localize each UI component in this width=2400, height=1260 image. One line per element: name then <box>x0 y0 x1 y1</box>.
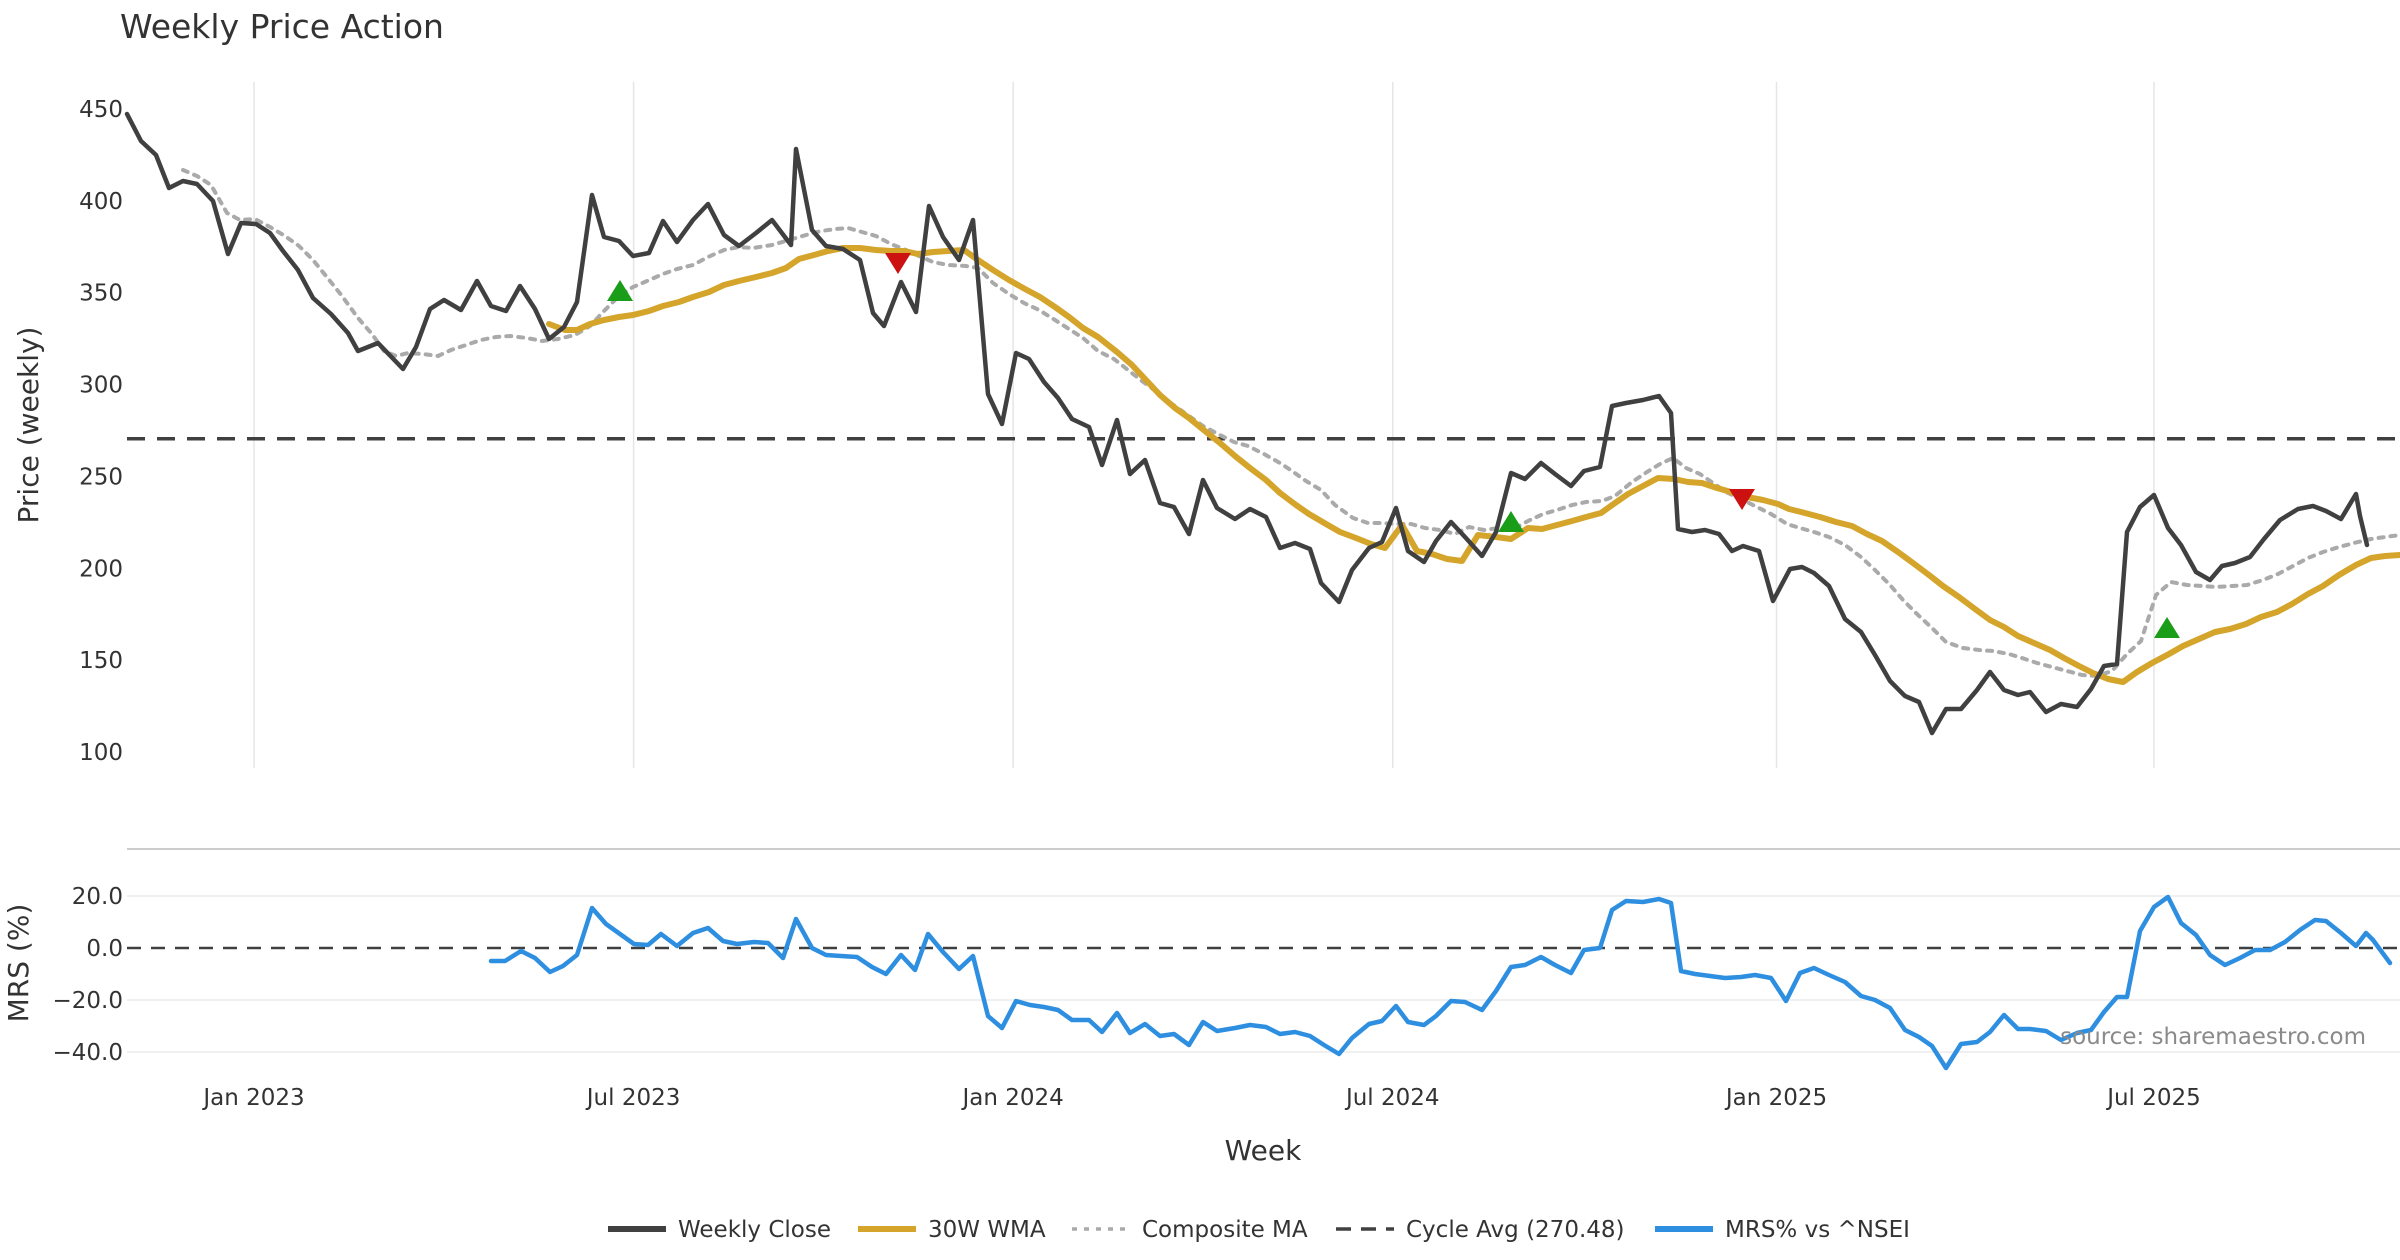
composite-ma-line <box>181 168 2400 678</box>
mrs-y-tick-label: 20.0 <box>72 884 123 910</box>
sell-signal-marker <box>1729 489 1755 510</box>
price-y-tick-label: 150 <box>79 648 123 674</box>
buy-signal-marker <box>1498 511 1524 532</box>
source-text: source: sharemaestro.com <box>2060 1024 2366 1050</box>
price-y-tick-label: 400 <box>79 189 123 215</box>
price-y-tick-label: 450 <box>79 97 123 123</box>
x-tick-label: Jan 2023 <box>201 1085 304 1111</box>
price-y-tick-label: 100 <box>79 740 123 766</box>
price-y-tick-label: 300 <box>79 373 123 399</box>
mrs-y-axis-label: MRS (%) <box>2 904 35 1023</box>
buy-signal-marker <box>2154 617 2180 638</box>
mrs-y-tick-label: −40.0 <box>53 1040 123 1066</box>
mrs-y-tick-label: 0.0 <box>86 936 123 962</box>
price-y-tick-label: 200 <box>79 556 123 582</box>
mrs-y-tick-label: −20.0 <box>53 988 123 1014</box>
x-tick-label: Jan 2025 <box>1724 1085 1827 1111</box>
x-tick-label: Jul 2023 <box>585 1085 681 1111</box>
legend-label: MRS% vs ^NSEI <box>1725 1217 1910 1243</box>
x-tick-label: Jan 2024 <box>961 1085 1064 1111</box>
weekly-close-line <box>124 111 2370 736</box>
legend-label: Composite MA <box>1142 1217 1308 1243</box>
buy-signal-marker <box>607 280 633 301</box>
legend-label: 30W WMA <box>928 1217 1046 1243</box>
mrs-line <box>488 894 2393 1071</box>
x-tick-label: Jul 2024 <box>1344 1085 1440 1111</box>
legend-label: Weekly Close <box>678 1217 831 1243</box>
wma-30w-line <box>546 245 2400 685</box>
price-y-tick-label: 250 <box>79 464 123 490</box>
legend-label: Cycle Avg (270.48) <box>1406 1217 1625 1243</box>
x-axis-label: Week <box>1225 1134 1302 1167</box>
x-tick-label: Jul 2025 <box>2105 1085 2201 1111</box>
sell-signal-marker <box>885 253 911 274</box>
chart-title: Weekly Price Action <box>120 7 444 46</box>
price-y-tick-label: 350 <box>79 281 123 307</box>
price-y-axis-label: Price (weekly) <box>12 327 45 524</box>
